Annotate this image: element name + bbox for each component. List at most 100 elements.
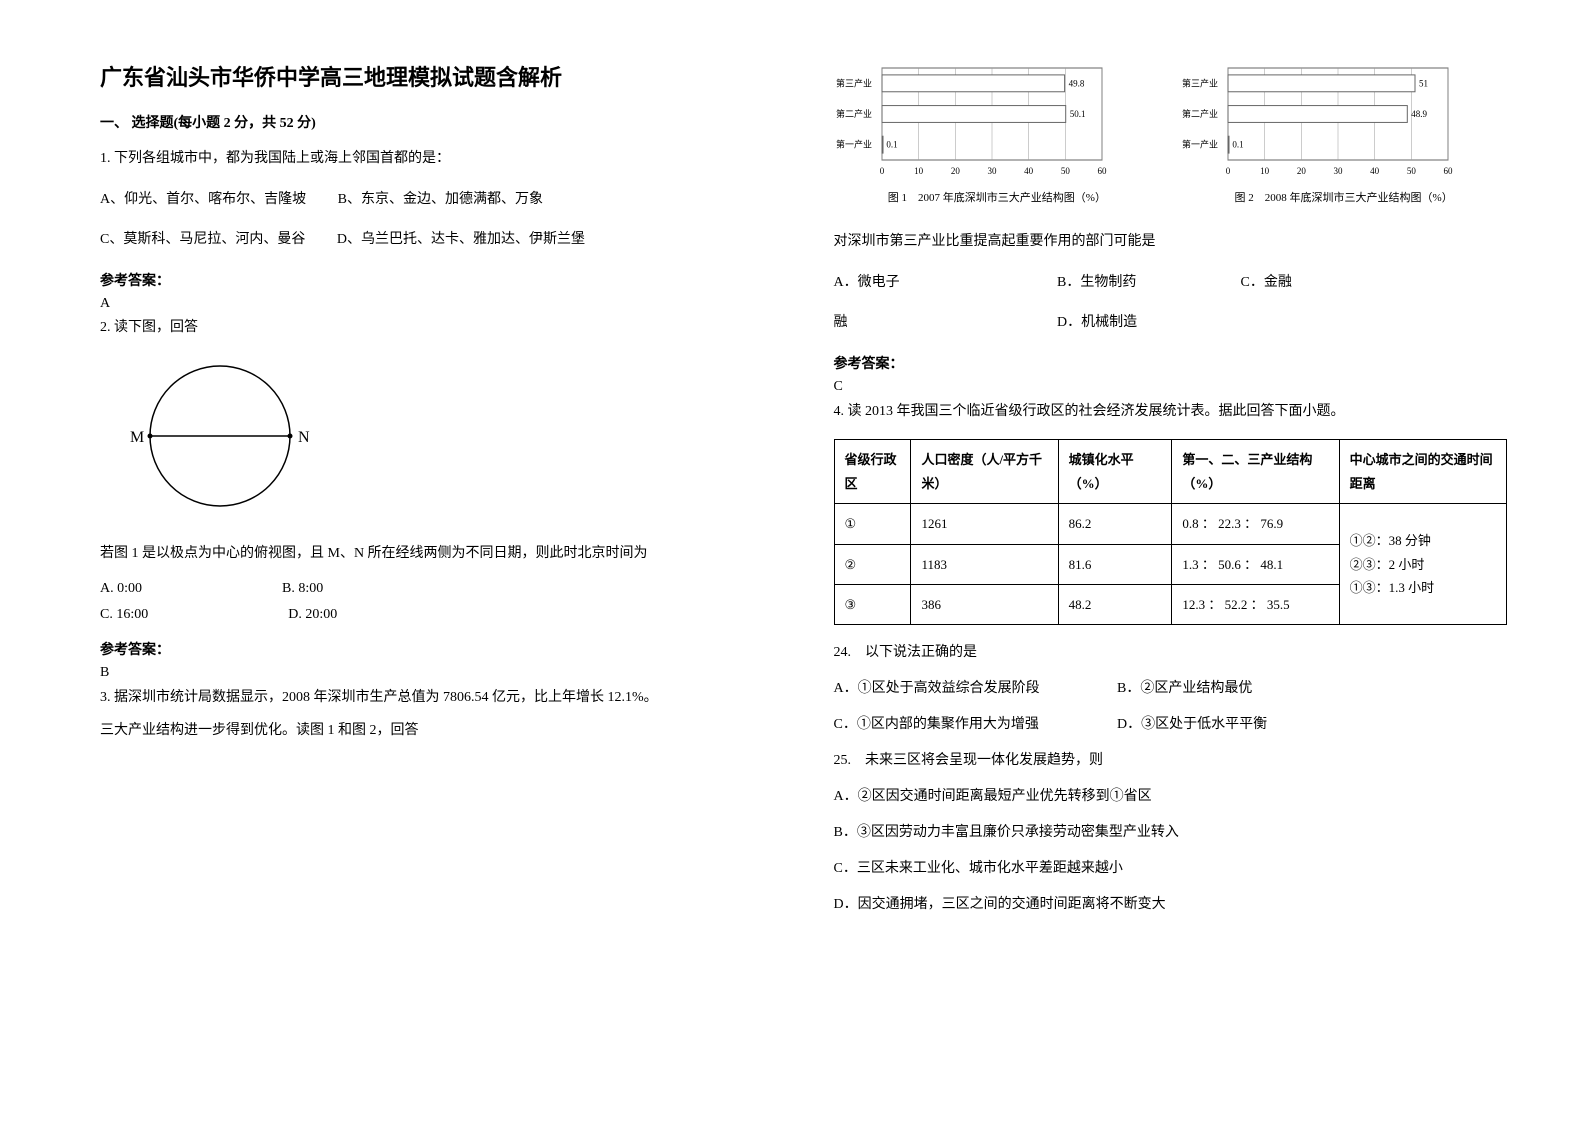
table-cell: 12.3 ： 52.2 ： 35.5 bbox=[1172, 584, 1339, 624]
q1-optA: A、仰光、首尔、喀布尔、吉隆坡 bbox=[100, 192, 306, 207]
q1-optC: C、莫斯科、马尼拉、河内、曼谷 bbox=[100, 232, 305, 247]
q3-opts-row1: A．微电子 B．生物制药 C．金融 bbox=[834, 270, 1508, 297]
table-cell: ① bbox=[834, 504, 911, 544]
page-title: 广东省汕头市华侨中学高三地理模拟试题含解析 bbox=[100, 60, 774, 92]
table-cell: ③ bbox=[834, 584, 911, 624]
answer-label-2: 参考答案： bbox=[100, 639, 774, 659]
th-industry: 第一、二、三产业结构（%） bbox=[1172, 440, 1339, 504]
q24-stem: 24. 以下说法正确的是 bbox=[834, 639, 1508, 667]
table-cell: 81.6 bbox=[1058, 544, 1172, 584]
q4-stem: 4. 读 2013 年我国三个临近省级行政区的社会经济发展统计表。据此回答下面小… bbox=[834, 399, 1508, 426]
svg-text:0: 0 bbox=[879, 166, 884, 176]
svg-text:第三产业: 第三产业 bbox=[836, 77, 872, 88]
svg-text:10: 10 bbox=[1260, 166, 1270, 176]
q25-optA: A．②区因交通时间距离最短产业优先转移到①省区 bbox=[834, 783, 1508, 811]
right-column: 0 10 20 30 40 50 60 第一产业 0.1 第二产业 50.1 第三产业 49.8 图 1… bbox=[834, 60, 1508, 927]
table-row: ①126186.20.8 ： 22.3 ： 76.9①②：38 分钟 ②③：2 … bbox=[834, 504, 1507, 544]
q1-stem: 1. 下列各组城市中，都为我国陆上或海上邻国首都的是： bbox=[100, 146, 774, 173]
table-cell: 48.2 bbox=[1058, 584, 1172, 624]
svg-text:60: 60 bbox=[1097, 166, 1107, 176]
q25-stem: 25. 未来三区将会呈现一体化发展趋势，则 bbox=[834, 747, 1508, 775]
distance-cell: ①②：38 分钟 ②③：2 小时 ①③：1.3 小时 bbox=[1339, 504, 1506, 625]
label-M: M bbox=[130, 429, 144, 446]
svg-text:第二产业: 第二产业 bbox=[836, 108, 872, 119]
q3-optC: C．金融 bbox=[1241, 275, 1292, 290]
svg-text:20: 20 bbox=[1297, 166, 1307, 176]
q2-opts-row2: C. 16:00 D. 20:00 bbox=[100, 607, 774, 623]
chart2-caption: 图 2 2008 年底深圳市三大产业结构图（%） bbox=[1180, 189, 1507, 205]
q3-optA: A．微电子 bbox=[834, 270, 1054, 297]
q1-optD: D、乌兰巴托、达卡、雅加达、伊斯兰堡 bbox=[337, 232, 585, 247]
q1-row2: C、莫斯科、马尼拉、河内、曼谷 D、乌兰巴托、达卡、雅加达、伊斯兰堡 bbox=[100, 227, 774, 254]
q25-optB: B．③区因劳动力丰富且廉价只承接劳动密集型产业转入 bbox=[834, 819, 1508, 847]
svg-text:49.8: 49.8 bbox=[1068, 78, 1084, 88]
q25-optC: C．三区未来工业化、城市化水平差距越来越小 bbox=[834, 855, 1508, 883]
svg-text:第一产业: 第一产业 bbox=[1182, 139, 1218, 150]
table-cell: 0.8 ： 22.3 ： 76.9 bbox=[1172, 504, 1339, 544]
q3-opts-row2: 融 D．机械制造 bbox=[834, 310, 1508, 337]
svg-text:第三产业: 第三产业 bbox=[1182, 77, 1218, 88]
chart-2008: 0102030405060第一产业0.1第二产业48.9第三产业51 图 2 2… bbox=[1180, 60, 1507, 205]
section-heading: 一、 选择题(每小题 2 分，共 52 分) bbox=[100, 112, 774, 132]
th-region: 省级行政区 bbox=[834, 440, 911, 504]
svg-text:第二产业: 第二产业 bbox=[1182, 108, 1218, 119]
svg-text:20: 20 bbox=[950, 166, 960, 176]
q2-figure: M N bbox=[110, 356, 774, 521]
th-distance: 中心城市之间的交通时间距离 bbox=[1339, 440, 1506, 504]
q3-stem1: 3. 据深圳市统计局数据显示，2008 年深圳市生产总值为 7806.54 亿元… bbox=[100, 685, 774, 712]
table-cell: 1183 bbox=[911, 544, 1058, 584]
chart1-caption: 图 1 2007 年底深圳市三大产业结构图（%） bbox=[834, 189, 1161, 205]
q1-optB: B、东京、金边、加德满都、万象 bbox=[338, 192, 543, 207]
answer-label-3: 参考答案： bbox=[834, 353, 1508, 373]
svg-text:50: 50 bbox=[1407, 166, 1417, 176]
left-column: 广东省汕头市华侨中学高三地理模拟试题含解析 一、 选择题(每小题 2 分，共 5… bbox=[100, 60, 774, 927]
q3-optC-cont: 融 bbox=[834, 310, 1054, 337]
chart2-svg: 0102030405060第一产业0.1第二产业48.9第三产业51 bbox=[1180, 60, 1460, 180]
table-cell: 1261 bbox=[911, 504, 1058, 544]
q2-optC: C. 16:00 bbox=[100, 607, 148, 623]
svg-text:60: 60 bbox=[1444, 166, 1454, 176]
svg-text:0.1: 0.1 bbox=[886, 140, 897, 150]
svg-text:30: 30 bbox=[1334, 166, 1344, 176]
q3-optD: D．机械制造 bbox=[1057, 315, 1137, 330]
svg-text:51: 51 bbox=[1419, 78, 1428, 88]
svg-text:10: 10 bbox=[914, 166, 924, 176]
charts-row: 0 10 20 30 40 50 60 第一产业 0.1 第二产业 50.1 第三产业 49.8 图 1… bbox=[834, 60, 1508, 205]
q2-condition: 若图 1 是以极点为中心的俯视图，且 M、N 所在经线两侧为不同日期，则此时北京… bbox=[100, 541, 774, 568]
q2-optA: A. 0:00 bbox=[100, 581, 142, 597]
svg-text:第一产业: 第一产业 bbox=[836, 139, 872, 150]
svg-text:0.1: 0.1 bbox=[1233, 140, 1244, 150]
q3-answer: C bbox=[834, 379, 1508, 395]
q2-optB: B. 8:00 bbox=[282, 581, 323, 597]
table-cell: ② bbox=[834, 544, 911, 584]
svg-text:50.1: 50.1 bbox=[1069, 109, 1085, 119]
q2-optD: D. 20:00 bbox=[288, 607, 337, 623]
svg-text:30: 30 bbox=[987, 166, 997, 176]
label-N: N bbox=[298, 429, 310, 446]
q1-answer: A bbox=[100, 296, 774, 312]
th-density: 人口密度（人/平方千米） bbox=[911, 440, 1058, 504]
table-cell: 86.2 bbox=[1058, 504, 1172, 544]
q24-optC: C．①区内部的集聚作用大为增强 bbox=[834, 711, 1114, 739]
svg-text:48.9: 48.9 bbox=[1412, 109, 1428, 119]
q3-optB: B．生物制药 bbox=[1057, 270, 1237, 297]
svg-text:0: 0 bbox=[1226, 166, 1231, 176]
q2-opts-row1: A. 0:00 B. 8:00 bbox=[100, 581, 774, 597]
q3-stem2: 三大产业结构进一步得到优化。读图 1 和图 2，回答 bbox=[100, 718, 774, 745]
q24-optB: B．②区产业结构最优 bbox=[1117, 681, 1252, 696]
q24-optA: A．①区处于高效益综合发展阶段 bbox=[834, 675, 1114, 703]
svg-text:50: 50 bbox=[1060, 166, 1070, 176]
svg-text:40: 40 bbox=[1024, 166, 1033, 176]
answer-label: 参考答案： bbox=[100, 270, 774, 290]
q24-row2: C．①区内部的集聚作用大为增强 D．③区处于低水平平衡 bbox=[834, 711, 1508, 739]
q1-row1: A、仰光、首尔、喀布尔、吉隆坡 B、东京、金边、加德满都、万象 bbox=[100, 187, 774, 214]
polar-circle-svg: M N bbox=[110, 356, 310, 516]
q25-optD: D．因交通拥堵，三区之间的交通时间距离将不断变大 bbox=[834, 891, 1508, 919]
q2-stem: 2. 读下图，回答 bbox=[100, 316, 774, 336]
table-cell: 1.3 ： 50.6 ： 48.1 bbox=[1172, 544, 1339, 584]
q2-answer: B bbox=[100, 665, 774, 681]
q24-optD: D．③区处于低水平平衡 bbox=[1117, 717, 1267, 732]
q3-subq: 对深圳市第三产业比重提高起重要作用的部门可能是 bbox=[834, 229, 1508, 256]
chart1-svg: 0 10 20 30 40 50 60 第一产业 0.1 第二产业 50.1 第三产业 49.8 bbox=[834, 60, 1114, 180]
q4-table: 省级行政区 人口密度（人/平方千米） 城镇化水平（%） 第一、二、三产业结构（%… bbox=[834, 439, 1508, 625]
